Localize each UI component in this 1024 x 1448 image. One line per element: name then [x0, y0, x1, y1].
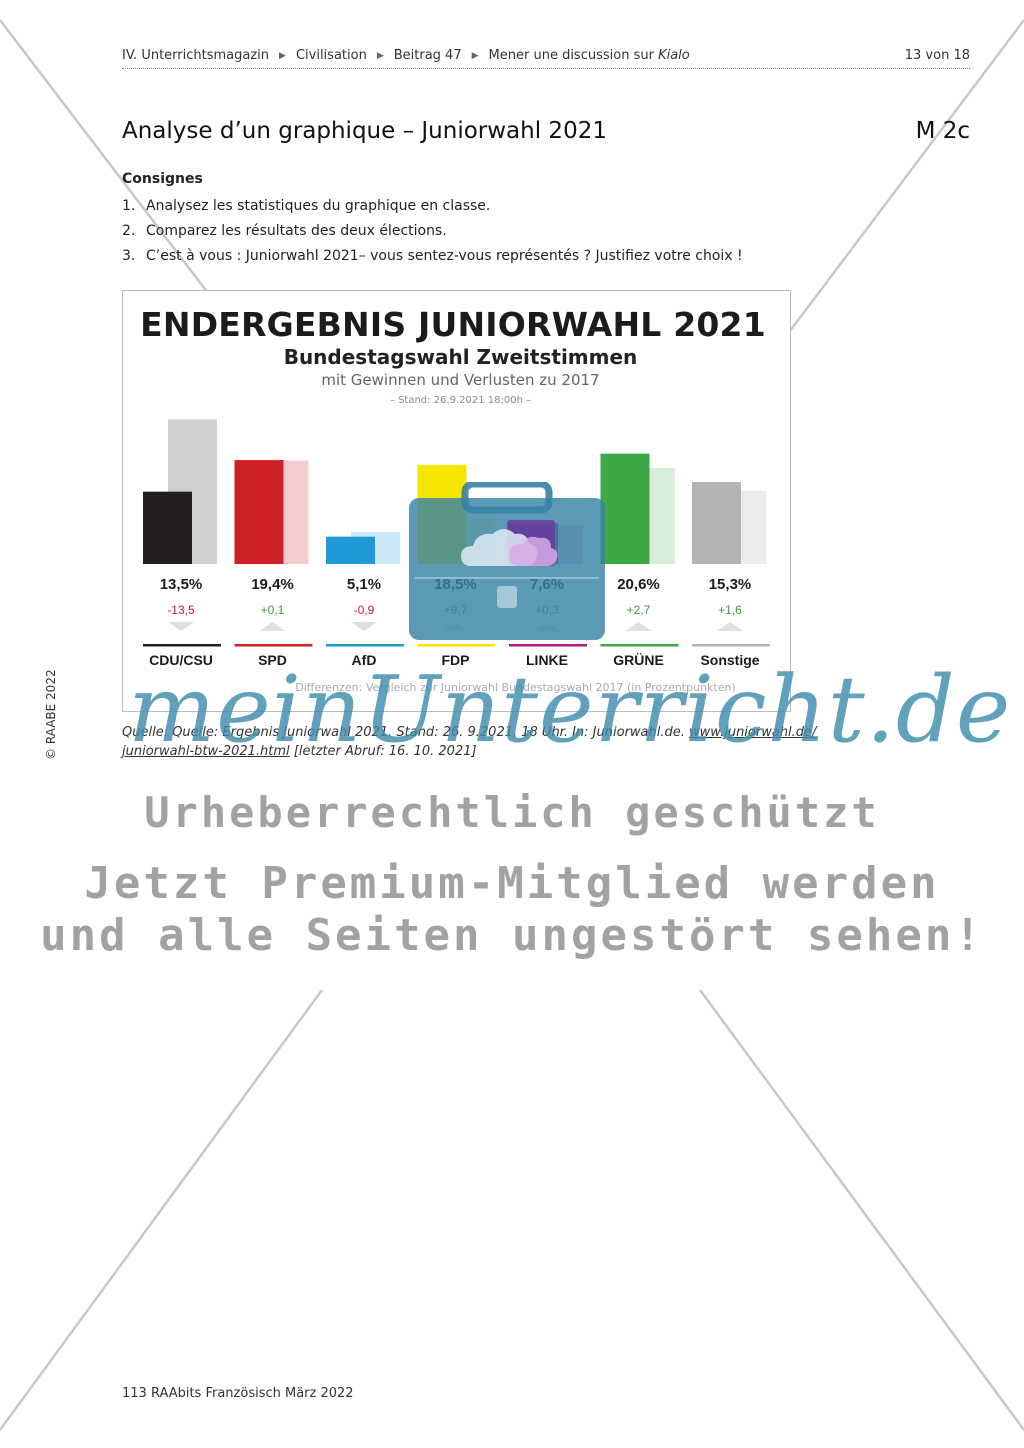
value-label: 13,5%: [160, 576, 203, 593]
party-underline: [326, 644, 404, 647]
breadcrumb-arrow-icon: ▶: [471, 50, 479, 61]
value-label: 5,1%: [347, 576, 381, 593]
briefcase-watermark-icon: [409, 482, 605, 640]
category-label: AfD: [352, 652, 377, 668]
watermark-line-1: Urheberrechtlich geschützt: [144, 788, 880, 837]
diff-label: +1,6: [718, 603, 742, 617]
watermark-script: meinUnterricht.de: [128, 656, 1012, 763]
category-label: CDU/CSU: [149, 652, 213, 668]
source-citation: Quelle: Quelle: Ergebnis Juniorwahl 2021…: [122, 723, 816, 761]
category-label: GRÜNE: [613, 652, 664, 668]
breadcrumb-item-italic: Kialo: [658, 48, 690, 63]
page-header: IV. Unterrichtsmagazin ▶ Civilisation ▶ Beit…: [122, 46, 970, 69]
diff-label: +0,1: [261, 603, 285, 617]
arrow-up-icon: [717, 622, 743, 631]
page-number: 13 von 18: [904, 48, 970, 63]
instruction-number: 2.: [122, 223, 136, 239]
instruction-text: Analysez les statistiques du graphique e…: [146, 198, 491, 214]
watermark-line-2: Jetzt Premium-Mitglied werden: [84, 858, 940, 909]
breadcrumb-item: Civilisation: [295, 48, 367, 63]
source-link-2[interactable]: juniorwahl-btw-2021.html: [122, 744, 290, 759]
party-underline: [692, 644, 770, 647]
value-label: 15,3%: [709, 576, 752, 593]
breadcrumb-arrow-icon: ▶: [376, 50, 384, 61]
instruction-number: 3.: [122, 248, 136, 264]
arrow-up-icon: [259, 622, 286, 631]
breadcrumb-item: IV. Unterrichtsmagazin: [122, 48, 270, 63]
source-text: Quelle: Quelle: Ergebnis Juniorwahl 2021…: [122, 725, 685, 740]
diff-label: -0,9: [354, 603, 375, 617]
instruction-item: 1. Analysez les statistiques du graphique…: [122, 196, 743, 221]
party-underline: [143, 644, 221, 647]
value-label: 19,4%: [251, 576, 294, 593]
breadcrumb-arrow-icon: ▶: [279, 50, 286, 61]
instruction-number: 1.: [122, 198, 136, 214]
category-label: LINKE: [526, 652, 568, 668]
chart-note: Differenzen: Vergleich zur Juniorwahl Bu…: [295, 681, 736, 694]
value-label: 20,6%: [617, 576, 660, 593]
breadcrumb-item: Mener une discussion sur: [488, 48, 654, 63]
category-label: SPD: [258, 652, 287, 668]
chart-stand: – Stand: 26.9.2021 18:00h –: [389, 395, 532, 406]
source-link[interactable]: www.juniorwahl.de/: [689, 725, 817, 740]
chart-subtitle-2: mit Gewinnen und Verlusten zu 2017: [321, 371, 600, 389]
material-code: M 2c: [915, 118, 970, 144]
category-label: FDP: [442, 652, 470, 668]
arrow-down-icon: [168, 622, 194, 631]
party-underline: [234, 644, 313, 647]
copyright-notice: © RAABE 2022: [44, 669, 58, 760]
bar-2021: [600, 453, 650, 564]
diff-label: -13,5: [167, 603, 195, 617]
source-accessed: [letzter Abruf: 16. 10. 2021]: [293, 744, 477, 759]
bar-2021: [143, 491, 192, 564]
chart-subtitle: Bundestagswahl Zweitstimmen: [283, 345, 638, 369]
instruction-text: C’est à vous : Juniorwahl 2021– vous sen…: [146, 248, 743, 264]
instruction-item: 3. C’est à vous : Juniorwahl 2021– vous s…: [122, 246, 743, 271]
page-title: Analyse d’un graphique – Juniorwahl 2021: [122, 118, 607, 144]
instructions-list: 1. Analysez les statistiques du graphique…: [122, 196, 743, 271]
instruction-item: 2. Comparez les résultats des deux électi…: [122, 221, 743, 246]
party-underline: [509, 644, 587, 647]
instruction-text: Comparez les résultats des deux élection…: [146, 223, 447, 239]
instructions-heading: Consignes: [122, 171, 203, 187]
category-label: Sonstige: [700, 652, 759, 668]
party-underline: [600, 644, 679, 647]
watermark-line-3: und alle Seiten ungestört sehen!: [40, 910, 984, 961]
bar-2021: [326, 536, 375, 564]
page-footer: 113 RAAbits Französisch März 2022: [122, 1386, 354, 1401]
bar-2021: [692, 482, 741, 564]
breadcrumb-item: Beitrag 47: [393, 48, 462, 63]
bar-2021: [234, 460, 284, 564]
diff-label: +2,7: [627, 603, 651, 617]
breadcrumb: IV. Unterrichtsmagazin ▶ Civilisation ▶ Beit…: [122, 48, 690, 63]
arrow-down-icon: [351, 622, 377, 631]
arrow-up-icon: [625, 622, 652, 631]
party-underline: [417, 644, 496, 647]
